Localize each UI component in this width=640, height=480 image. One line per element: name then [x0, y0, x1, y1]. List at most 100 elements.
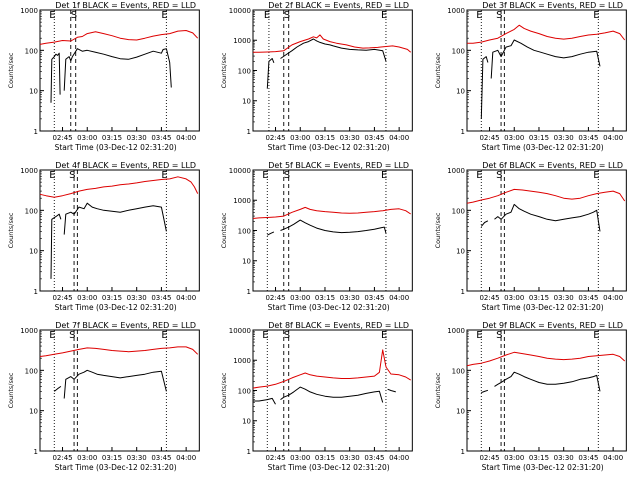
y-tick-label: 1: [247, 288, 251, 296]
events-series-line: [267, 58, 275, 89]
event-marker-label: E: [476, 330, 482, 341]
x-tick-label: 03:15: [529, 454, 549, 462]
event-marker-label: E: [593, 170, 599, 181]
plot-frame: [466, 169, 627, 292]
lld-series-line: [39, 176, 199, 198]
event-marker-label: S: [284, 10, 290, 21]
x-tick-label: 02:45: [266, 454, 286, 462]
x-axis-label: Start Time (03-Dec-12 02:31:20): [55, 463, 177, 472]
x-tick-label: 04:00: [176, 294, 196, 302]
chart-title: Det 9f BLACK = Events, RED = LLD: [482, 321, 623, 330]
events-series-line: [493, 203, 601, 232]
x-tick-label: 04:00: [176, 134, 196, 142]
y-tick-label: 1: [460, 288, 464, 296]
events-series-line: [63, 369, 167, 399]
events-series-line: [53, 385, 62, 392]
lld-series-line: [39, 346, 199, 357]
x-tick-label: 03:15: [529, 294, 549, 302]
x-tick-label: 03:30: [553, 294, 573, 302]
y-tick-label: 1000: [20, 7, 38, 15]
x-tick-label: 03:00: [77, 134, 97, 142]
event-marker-label: E: [381, 330, 387, 341]
y-tick-label: 100: [451, 367, 464, 375]
x-tick-label: 03:00: [504, 294, 524, 302]
y-tick-label: 10: [242, 98, 251, 106]
plot-frame: [252, 329, 414, 452]
y-tick-label: 100: [238, 388, 251, 396]
lld-series-line: [466, 188, 625, 204]
x-tick-label: 03:45: [151, 134, 171, 142]
event-marker-label: S: [284, 170, 290, 181]
y-axis-label: Counts/sec: [220, 372, 228, 408]
y-tick-label: 1: [460, 448, 464, 456]
y-tick-label: 1000: [447, 167, 465, 175]
event-marker-label: E: [49, 170, 55, 181]
chart-title: Det 3f BLACK = Events, RED = LLD: [482, 1, 623, 10]
events-series-line: [50, 213, 62, 279]
y-tick-label: 10: [29, 408, 38, 416]
event-marker-label: E: [161, 330, 167, 341]
chart-title: Det 6f BLACK = Events, RED = LLD: [482, 161, 623, 170]
x-tick-label: 03:30: [340, 454, 360, 462]
y-tick-label: 1: [34, 288, 38, 296]
y-tick-label: 1000: [234, 357, 252, 365]
x-tick-label: 03:30: [127, 134, 147, 142]
event-marker-label: E: [263, 330, 269, 341]
event-marker-label: S: [496, 10, 502, 21]
x-tick-label: 03:15: [315, 294, 335, 302]
x-tick-label: 03:15: [102, 454, 122, 462]
y-tick-label: 100: [25, 47, 38, 55]
lld-series-line: [466, 351, 625, 367]
event-marker-label: E: [161, 170, 167, 181]
x-tick-label: 02:45: [52, 454, 72, 462]
chart-title: Det 4f BLACK = Events, RED = LLD: [55, 161, 196, 170]
y-axis-label: Counts/sec: [220, 212, 228, 248]
chart-title: Det 1f BLACK = Events, RED = LLD: [55, 1, 196, 10]
plot-frame: [466, 329, 627, 452]
y-tick-label: 100: [451, 47, 464, 55]
x-tick-label: 03:45: [365, 294, 385, 302]
y-tick-label: 1000: [234, 37, 252, 45]
plot-frame: [39, 169, 200, 292]
event-marker-label: S: [69, 170, 75, 181]
y-tick-label: 1: [460, 128, 464, 136]
events-series-line: [63, 48, 172, 91]
x-tick-label: 03:00: [291, 454, 311, 462]
y-axis-label: Counts/sec: [220, 52, 228, 88]
x-tick-label: 03:15: [102, 294, 122, 302]
x-tick-label: 04:00: [603, 134, 623, 142]
lld-series-line: [253, 349, 412, 389]
y-tick-label: 10: [29, 88, 38, 96]
y-tick-label: 10: [242, 418, 251, 426]
x-tick-label: 03:15: [315, 134, 335, 142]
x-axis-label: Start Time (03-Dec-12 02:31:20): [55, 143, 177, 152]
x-tick-label: 03:15: [529, 134, 549, 142]
chart-title: Det 5f BLACK = Events, RED = LLD: [269, 161, 410, 170]
chart-panel: 1 10 100 1000 02:45 03:00 03:15 03:30 03:45 04:00…: [7, 161, 200, 312]
events-series-line: [50, 52, 61, 103]
events-series-line: [280, 386, 384, 403]
events-series-line: [493, 371, 601, 392]
event-marker-label: E: [593, 330, 599, 341]
x-axis-label: Start Time (03-Dec-12 02:31:20): [268, 463, 390, 472]
events-series-line: [480, 56, 489, 119]
x-tick-label: 03:15: [102, 134, 122, 142]
event-marker-label: E: [49, 330, 55, 341]
x-tick-label: 03:45: [365, 134, 385, 142]
x-tick-label: 02:45: [479, 454, 499, 462]
events-series-line: [280, 38, 387, 62]
y-tick-label: 1: [247, 448, 251, 456]
x-tick-label: 03:30: [553, 134, 573, 142]
x-axis-label: Start Time (03-Dec-12 02:31:20): [268, 143, 390, 152]
events-series-line: [490, 39, 601, 79]
event-marker-label: E: [593, 10, 599, 21]
x-tick-label: 02:45: [479, 134, 499, 142]
y-tick-label: 10000: [229, 327, 251, 335]
chart-panel: 1 10 100 1000 10000 02:45 03:00 03:15 03:30 03:45…: [220, 1, 414, 152]
x-tick-label: 04:00: [176, 454, 196, 462]
event-marker-label: E: [263, 170, 269, 181]
chart-title: Det 2f BLACK = Events, RED = LLD: [269, 1, 410, 10]
event-marker-label: E: [476, 10, 482, 21]
y-axis-label: Counts/sec: [7, 372, 15, 408]
x-tick-label: 03:30: [127, 454, 147, 462]
